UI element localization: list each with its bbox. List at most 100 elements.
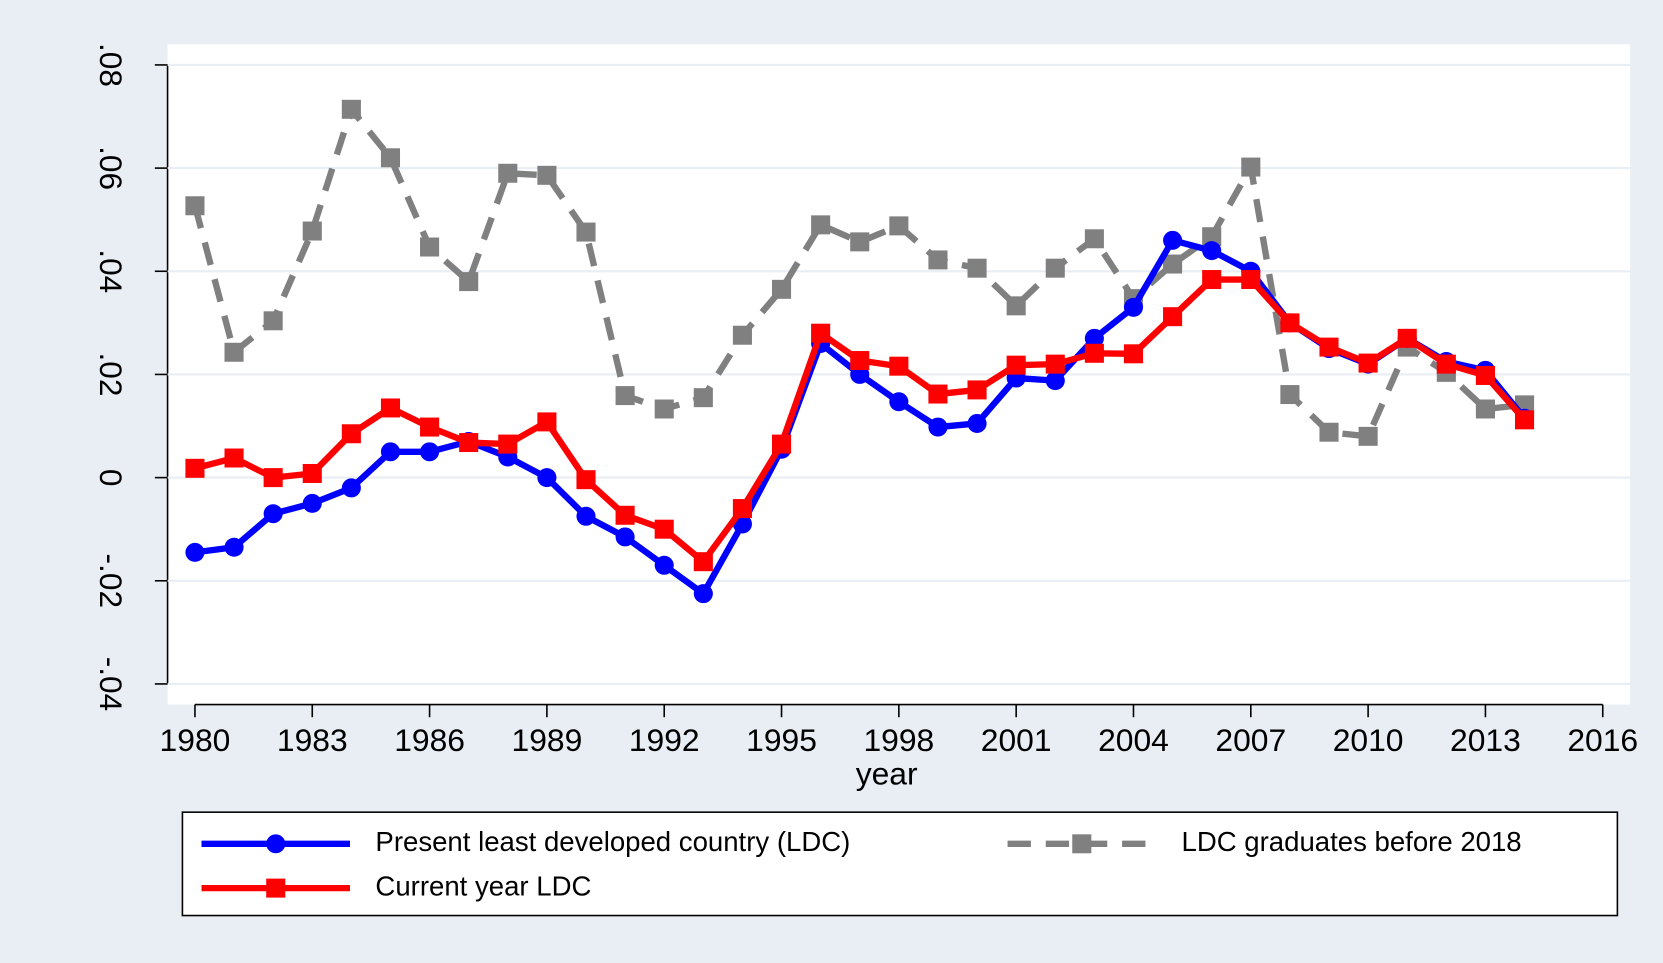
data-point	[967, 413, 987, 433]
data-point	[1045, 258, 1065, 278]
data-point	[1358, 353, 1378, 373]
data-point	[420, 417, 440, 437]
data-point	[693, 388, 713, 408]
data-point	[1358, 426, 1378, 446]
x-tick-label: 2010	[1333, 722, 1404, 758]
x-tick-label: 1989	[512, 722, 583, 758]
data-point	[224, 342, 244, 362]
data-point	[263, 504, 283, 524]
y-tick-label: -.04	[93, 657, 129, 712]
data-point	[380, 398, 401, 418]
data-point	[1202, 270, 1222, 290]
data-point	[889, 356, 909, 376]
legend-label: Current year LDC	[375, 870, 591, 901]
x-tick-label: 1986	[394, 722, 465, 758]
data-point	[420, 442, 440, 462]
data-point	[576, 470, 596, 490]
data-point	[1202, 227, 1222, 247]
data-point	[654, 519, 674, 539]
y-tick-label: .06	[93, 146, 129, 190]
x-tick-label: 2001	[981, 722, 1052, 758]
data-point	[928, 384, 948, 404]
x-tick-label: 1995	[746, 722, 817, 758]
data-point	[1163, 230, 1183, 250]
data-point	[811, 215, 831, 235]
data-point	[1045, 371, 1065, 391]
data-point	[537, 165, 557, 185]
data-point	[498, 163, 518, 183]
data-point	[811, 323, 831, 343]
x-tick-label: 2016	[1567, 722, 1638, 758]
data-point	[771, 279, 792, 299]
data-point	[732, 499, 752, 519]
y-tick-label: .08	[93, 43, 129, 87]
x-tick-label: 2007	[1215, 722, 1286, 758]
x-axis-label: year	[856, 756, 918, 792]
data-point	[654, 399, 674, 419]
data-point	[850, 232, 870, 252]
data-point	[263, 468, 283, 488]
data-point	[576, 222, 596, 242]
data-point	[1241, 157, 1261, 177]
x-tick-label: 1998	[863, 722, 934, 758]
data-point	[1163, 307, 1183, 327]
data-point	[771, 434, 792, 454]
y-tick-label: -.02	[93, 554, 129, 609]
data-point	[1163, 254, 1183, 274]
data-point	[341, 99, 361, 119]
data-point	[1436, 354, 1456, 374]
data-point	[732, 325, 752, 345]
data-point	[1123, 344, 1144, 364]
legend-marker	[266, 834, 286, 854]
data-point	[1280, 385, 1300, 405]
data-point	[1319, 337, 1339, 357]
data-point	[341, 424, 361, 444]
data-point	[185, 196, 205, 216]
legend-label: Present least developed country (LDC)	[375, 826, 850, 857]
data-point	[341, 478, 361, 498]
data-point	[1514, 410, 1535, 430]
data-point	[1045, 354, 1065, 374]
x-tick-label: 1983	[277, 722, 348, 758]
y-tick-label: 0	[93, 469, 129, 487]
x-tick-label: 2013	[1450, 722, 1521, 758]
data-point	[185, 542, 205, 562]
data-point	[224, 537, 244, 557]
data-point	[459, 272, 479, 292]
data-point	[537, 412, 557, 432]
data-point	[1280, 313, 1300, 333]
data-point	[615, 386, 635, 406]
legend	[181, 811, 1619, 917]
data-point	[537, 468, 557, 488]
legend-label: LDC graduates before 2018	[1181, 826, 1521, 857]
data-point	[302, 493, 322, 513]
data-point	[1006, 296, 1026, 316]
data-point	[928, 417, 948, 437]
data-point	[263, 311, 283, 331]
data-point	[928, 250, 948, 270]
data-point	[889, 216, 909, 236]
x-tick-label: 1992	[629, 722, 700, 758]
data-point	[1241, 270, 1261, 290]
legend-marker	[1072, 834, 1092, 854]
series-line	[191, 106, 1525, 440]
y-tick-label: .04	[93, 249, 129, 293]
data-point	[693, 552, 713, 572]
data-point	[380, 148, 401, 168]
data-point	[850, 351, 870, 371]
data-point	[615, 527, 635, 547]
x-tick-label: 2004	[1098, 722, 1169, 758]
data-point	[1202, 241, 1222, 261]
x-tick-label: 1980	[160, 722, 231, 758]
data-point	[380, 442, 401, 462]
data-point	[615, 505, 635, 525]
legend-marker	[266, 878, 286, 898]
data-point	[1123, 297, 1144, 317]
data-point	[302, 463, 322, 483]
data-point	[967, 380, 987, 400]
data-point	[1319, 422, 1339, 442]
data-point	[420, 237, 440, 257]
data-point	[1084, 343, 1104, 363]
data-point	[889, 392, 909, 412]
